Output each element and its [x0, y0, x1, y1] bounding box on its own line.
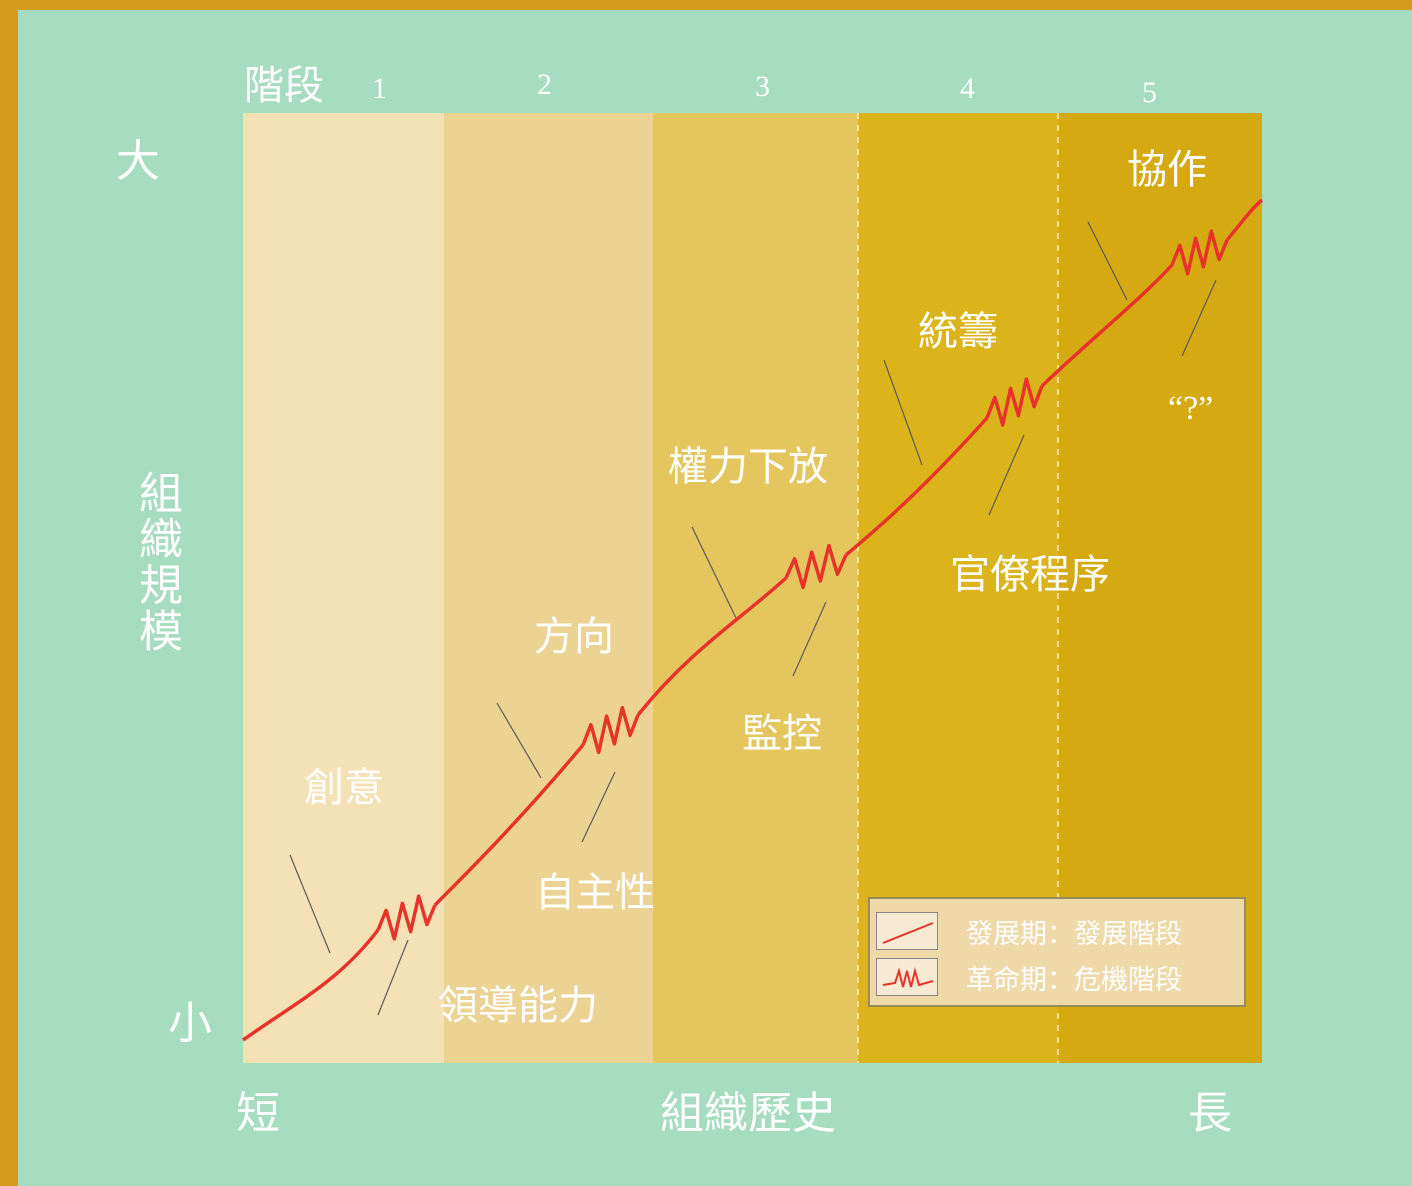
legend-item-evolution: 發展期：發展階段 — [876, 911, 1182, 951]
revolution-label-4: 官僚程序 — [950, 552, 1110, 598]
legend-item-revolution: 革命期：危機階段 — [876, 957, 1182, 997]
evolution-label-1: 創意 — [304, 765, 384, 811]
revolution-zigzag-swatch — [876, 958, 938, 996]
stage-band-3 — [653, 113, 858, 1063]
evolution-line-swatch — [876, 912, 938, 950]
revolution-label-5: “?” — [1168, 390, 1214, 427]
leader-line-3 — [496, 702, 542, 779]
evolution-label-5: 協作 — [1127, 147, 1207, 193]
stage-label: 階段 — [244, 63, 324, 109]
stage-band-2 — [444, 113, 653, 1063]
legend-revolution-text: 革命期：危機階段 — [966, 964, 1182, 996]
legend: 發展期：發展階段 革命期：危機階段 — [868, 897, 1246, 1007]
evolution-segment-2 — [433, 743, 585, 907]
evolution-segment-4 — [844, 416, 989, 557]
leader-line-6 — [792, 601, 827, 677]
leader-line-1 — [289, 854, 331, 954]
evolution-segment-3 — [636, 576, 788, 717]
y-axis-bottom-label: 小 — [168, 998, 212, 1049]
evolution-segment-6 — [1225, 198, 1264, 242]
evolution-label-4: 統籌 — [918, 309, 998, 355]
evolution-segment-5 — [1040, 263, 1174, 388]
revolution-label-3: 監控 — [742, 711, 822, 757]
x-axis-left-label: 短 — [236, 1088, 280, 1139]
growth-curve — [241, 198, 1264, 1042]
legend-evolution-text: 發展期：發展階段 — [966, 918, 1182, 950]
x-axis-right-label: 長 — [1188, 1088, 1232, 1139]
y-axis-label: 組織規模 — [131, 470, 182, 654]
revolution-label-1: 領導能力 — [438, 983, 598, 1029]
leader-line-5 — [691, 526, 737, 619]
leader-line-4 — [581, 771, 616, 843]
leader-line-2 — [377, 939, 409, 1016]
revolution-zigzag-4 — [985, 377, 1044, 427]
y-axis-top-label: 大 — [116, 136, 160, 187]
evolution-label-2: 方向 — [534, 614, 614, 660]
revolution-zigzag-2 — [581, 705, 640, 755]
evolution-label-3: 權力下放 — [668, 444, 828, 490]
revolution-label-2: 自主性 — [535, 870, 655, 916]
leader-line-7 — [883, 359, 923, 466]
revolution-zigzag-1 — [376, 894, 437, 941]
stage-number-3: 3 — [755, 70, 770, 103]
leader-lines — [289, 221, 1217, 1016]
leader-line-10 — [1181, 279, 1217, 357]
x-axis-label: 組織歷史 — [660, 1088, 836, 1139]
leader-line-8 — [988, 434, 1025, 516]
revolution-zigzag-5 — [1170, 229, 1229, 276]
stage-number-1: 1 — [372, 72, 387, 105]
stage-number-5: 5 — [1142, 76, 1157, 109]
stage-number-2: 2 — [537, 68, 552, 101]
evolution-segment-1 — [241, 928, 380, 1042]
leader-line-9 — [1087, 221, 1128, 301]
stage-band-1 — [243, 113, 444, 1063]
stage-number-4: 4 — [960, 72, 975, 105]
revolution-zigzag-3 — [784, 543, 848, 590]
